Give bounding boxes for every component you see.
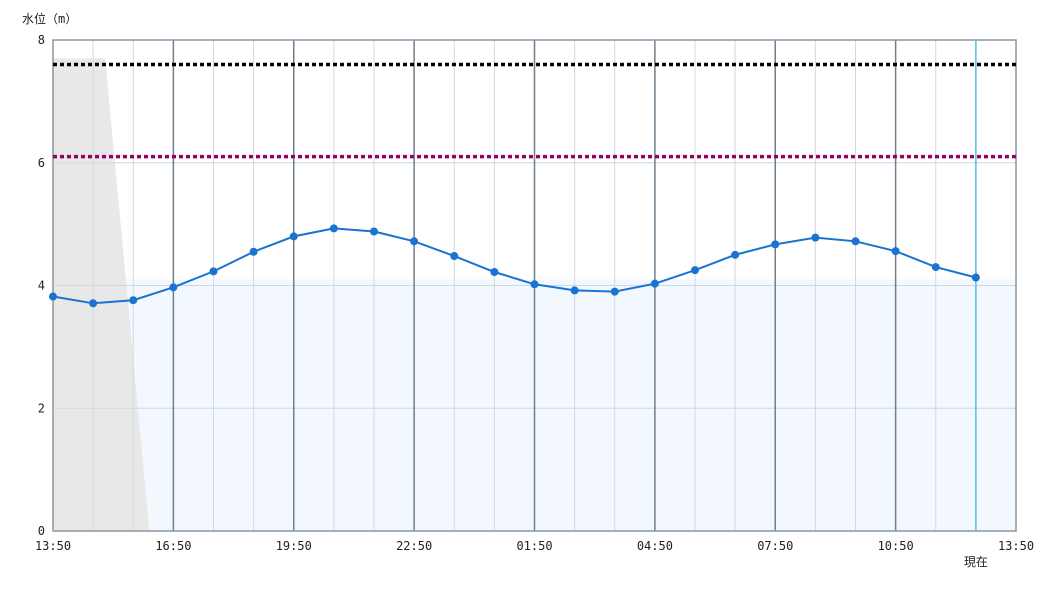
data-point: [289, 232, 298, 241]
x-tick-label: 16:50: [155, 539, 191, 553]
x-tick-label: 01:50: [516, 539, 552, 553]
data-point: [971, 273, 980, 282]
data-point: [410, 237, 419, 246]
data-point: [450, 252, 459, 261]
plot-frame: [52, 39, 1017, 532]
data-point: [209, 267, 218, 276]
x-tick-label: 19:50: [276, 539, 312, 553]
data-point: [249, 247, 258, 256]
data-point: [570, 286, 579, 295]
data-point: [931, 263, 940, 272]
y-tick-label: 4: [38, 279, 45, 293]
series-line: [52, 227, 977, 305]
x-tick-label: 13:50: [998, 539, 1034, 553]
x-tick-label: 04:50: [637, 539, 673, 553]
data-point: [129, 296, 138, 305]
data-point: [771, 240, 780, 249]
data-point: [731, 250, 740, 259]
data-point: [811, 233, 820, 242]
data-point: [610, 287, 619, 296]
y-tick-label: 2: [38, 401, 45, 415]
data-point: [169, 283, 178, 292]
data-point: [691, 266, 699, 275]
y-axis-label: 水位（m）: [22, 11, 77, 26]
data-point: [49, 292, 57, 301]
data-point: [89, 299, 98, 308]
x-tick-label: 07:50: [757, 539, 793, 553]
data-point: [851, 237, 860, 246]
x-tick-label: 10:50: [878, 539, 914, 553]
x-tick-label: 13:50: [35, 539, 71, 553]
data-point: [530, 280, 539, 289]
y-tick-label: 6: [38, 156, 45, 170]
data-point: [329, 224, 338, 233]
data-point: [650, 279, 659, 288]
shaded-region: [53, 58, 150, 531]
x-tick-label: 22:50: [396, 539, 432, 553]
data-point: [490, 267, 499, 276]
data-point: [891, 247, 900, 256]
y-tick-label: 8: [38, 33, 45, 47]
y-tick-label: 0: [38, 524, 45, 538]
data-point: [370, 227, 378, 236]
now-label: 現在: [964, 555, 988, 569]
